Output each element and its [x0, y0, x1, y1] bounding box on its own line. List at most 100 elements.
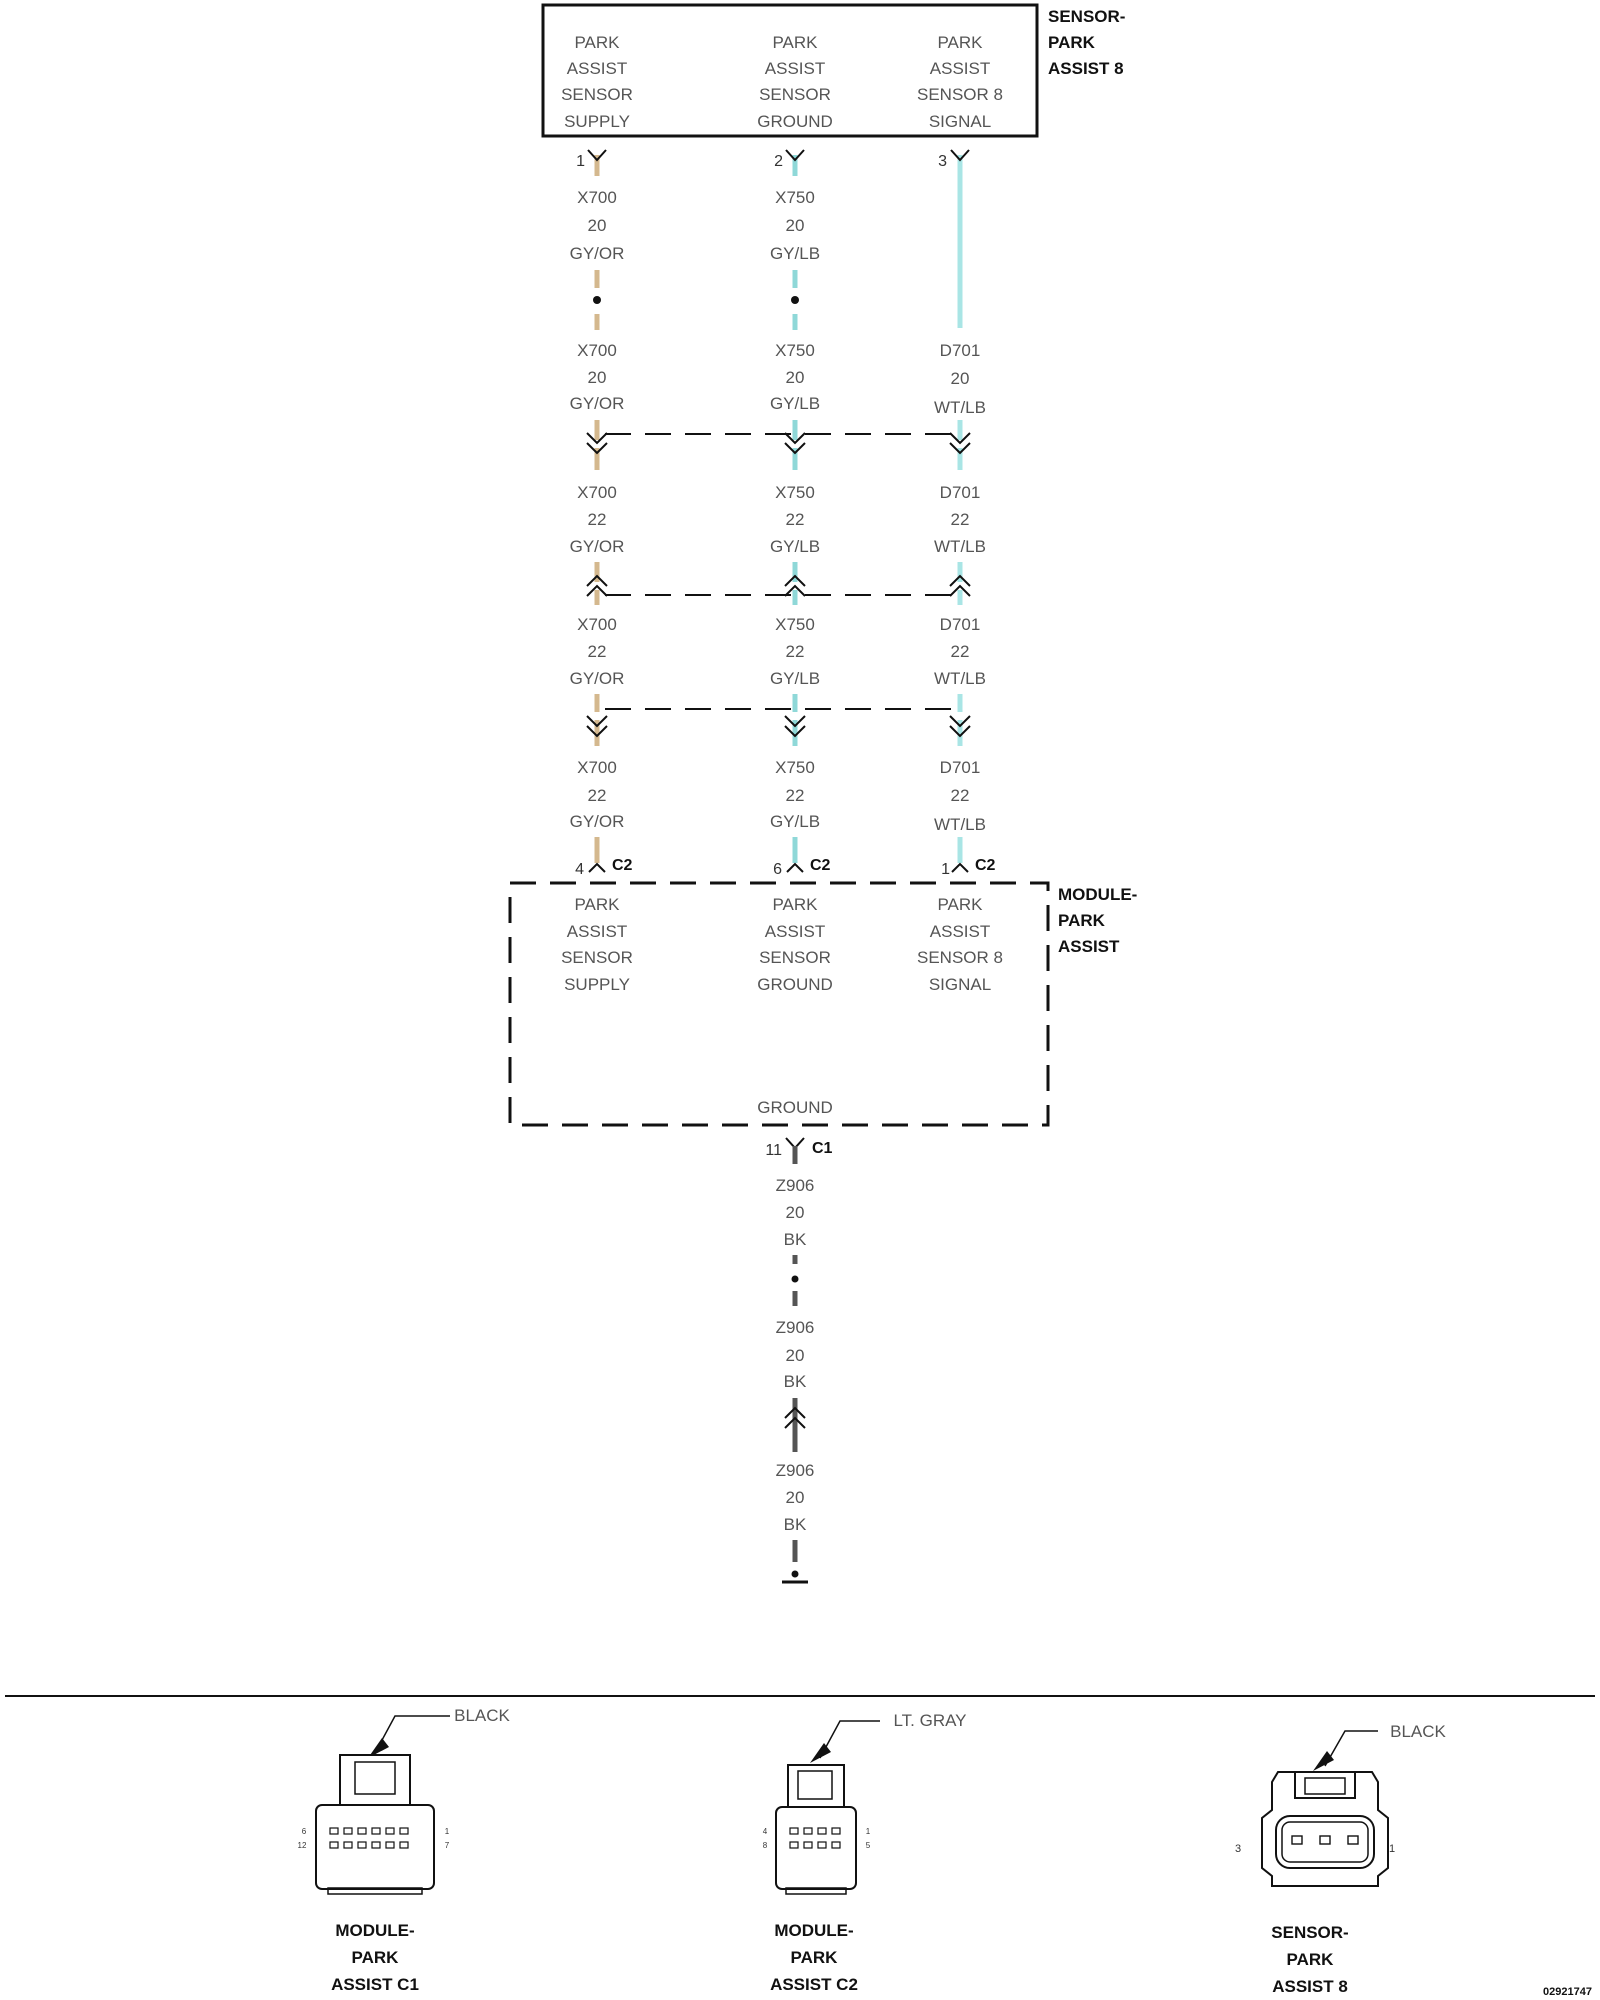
color-leader-line	[1324, 1730, 1378, 1767]
connector-name-line-2: PARK	[791, 1948, 839, 1967]
wire-circuit: X750	[775, 483, 815, 502]
wire-circuit: X750	[775, 758, 815, 777]
ground-terminal-dot	[791, 1570, 799, 1578]
wire-gauge: 22	[588, 642, 607, 661]
color-leader-line	[819, 1720, 880, 1759]
wire-color: GY/LB	[770, 812, 820, 831]
wire-segments	[594, 155, 963, 863]
sensor-title-line-2: PARK	[1048, 33, 1096, 52]
pin-connector-symbol	[785, 149, 805, 162]
connector-latch	[787, 1764, 845, 1812]
ground-inline-chevron	[784, 1416, 806, 1429]
module-col-1-line-2: ASSIST	[567, 922, 627, 941]
wire-gauge: 22	[786, 786, 805, 805]
module-col-3-line-1: PARK	[937, 895, 983, 914]
wire-gauge: 22	[588, 786, 607, 805]
module-col-3-line-3: SENSOR 8	[917, 948, 1003, 967]
connector-latch	[1294, 1771, 1356, 1799]
wire-gauge: 22	[786, 510, 805, 529]
sensor-pin-numbers: 1 2 3	[576, 153, 947, 170]
ground-wire-circuit: Z906	[776, 1176, 815, 1195]
connector-latch-inner	[1304, 1777, 1346, 1795]
module-box	[508, 881, 1050, 1127]
connector-cavities	[329, 1827, 409, 1849]
module-col-2-line-2: ASSIST	[765, 922, 825, 941]
ground-wire-gauge: 20	[786, 1346, 805, 1365]
connector-face	[1281, 1821, 1369, 1863]
connector-pin-label: 1	[445, 1827, 450, 1836]
connector-pin-label: 7	[445, 1841, 450, 1850]
module-title-line-1: MODULE-	[1058, 885, 1137, 904]
sensor-title-line-1: SENSOR-	[1048, 7, 1125, 26]
sensor-col-1-line-4: SUPPLY	[564, 112, 630, 131]
module-title-line-2: PARK	[1058, 911, 1106, 930]
connector-name-line-1: SENSOR-	[1271, 1923, 1348, 1942]
pin-connector-symbol	[950, 149, 970, 162]
connector-body	[1261, 1771, 1389, 1887]
module-col-3-line-2: ASSIST	[930, 922, 990, 941]
wire-color: GY/LB	[770, 244, 820, 263]
sensor-col-1-line-1: PARK	[574, 33, 620, 52]
sensor-pin-3: 3	[938, 153, 947, 170]
module-pins: 4 6 1 C2 C2 C2	[575, 857, 995, 878]
connector-view-module-c2: LT. GRAY 4 8 1 5 MODULE- PARK ASSIST C2	[763, 1711, 967, 1994]
connector-dash-lines	[605, 433, 955, 710]
ground-wire-color: BK	[784, 1230, 807, 1249]
connector-pin-label: 1	[866, 1827, 871, 1836]
wire-circuit: D701	[940, 341, 981, 360]
connector-pin-label: 4	[763, 1827, 768, 1836]
sensor-col-2-line-2: ASSIST	[765, 59, 825, 78]
sensor-title-line-3: ASSIST 8	[1048, 59, 1124, 78]
wire-color: GY/OR	[570, 537, 625, 556]
module-ground-label: GROUND	[757, 1098, 833, 1117]
module-col-1-line-4: SUPPLY	[564, 975, 630, 994]
module-col-2-line-4: GROUND	[757, 975, 833, 994]
sensor-col-2-line-1: PARK	[772, 33, 818, 52]
connector-name-line-2: PARK	[1287, 1950, 1335, 1969]
leader-arrow-icon	[1313, 1751, 1334, 1771]
wire-gauge: 20	[588, 368, 607, 387]
connector-body	[315, 1804, 435, 1890]
connector-pin-label: 5	[866, 1841, 871, 1850]
connector-latch-inner	[354, 1761, 396, 1795]
wire-gauge: 20	[588, 216, 607, 235]
wire-color: GY/OR	[570, 244, 625, 263]
sensor-col-3-line-2: ASSIST	[930, 59, 990, 78]
wire-color: GY/OR	[570, 394, 625, 413]
connector-name-line-2: PARK	[352, 1948, 400, 1967]
wire-circuit: X750	[775, 341, 815, 360]
ground-wire-circuit: Z906	[776, 1461, 815, 1480]
ground-connector-c1: C1	[812, 1140, 833, 1157]
module-col-2-line-3: SENSOR	[759, 948, 831, 967]
wire-gauge: 22	[588, 510, 607, 529]
connector-foot	[327, 1887, 423, 1895]
ground-wire-color: BK	[784, 1515, 807, 1534]
connector-pin-label: 1	[1389, 1843, 1395, 1855]
sensor-col-1-line-2: ASSIST	[567, 59, 627, 78]
wire-circuit: X700	[577, 758, 617, 777]
wire-color: GY/LB	[770, 537, 820, 556]
ground-wire-color: BK	[784, 1372, 807, 1391]
ground-pin-11: 11	[765, 1142, 782, 1159]
module-col-2-line-1: PARK	[772, 895, 818, 914]
wire-color: WT/LB	[934, 398, 986, 417]
connector-color-label: LT. GRAY	[893, 1711, 966, 1730]
connector-view-module-c1: BLACK 6 12 1 7 MODULE- PARK ASSIST C1	[298, 1706, 511, 1994]
wire-circuit: X700	[577, 483, 617, 502]
module-title: MODULE- PARK ASSIST	[1058, 885, 1137, 956]
module-col-1-line-3: SENSOR	[561, 948, 633, 967]
pin-connector-symbol	[587, 149, 607, 162]
leader-arrow-icon	[810, 1743, 831, 1763]
wire-circuit: X750	[775, 615, 815, 634]
sensor-pin-1: 1	[576, 153, 585, 170]
module-pin-4: 4	[575, 861, 584, 878]
sensor-title: SENSOR- PARK ASSIST 8	[1048, 7, 1125, 78]
wire-circuit: X700	[577, 615, 617, 634]
wire-gauge: 20	[786, 216, 805, 235]
connector-color-label: BLACK	[454, 1706, 510, 1725]
wire-gauge: 20	[951, 369, 970, 388]
wire-circuit: D701	[940, 758, 981, 777]
connector-pin-label: 6	[302, 1827, 307, 1836]
sensor-col-3-line-3: SENSOR 8	[917, 85, 1003, 104]
